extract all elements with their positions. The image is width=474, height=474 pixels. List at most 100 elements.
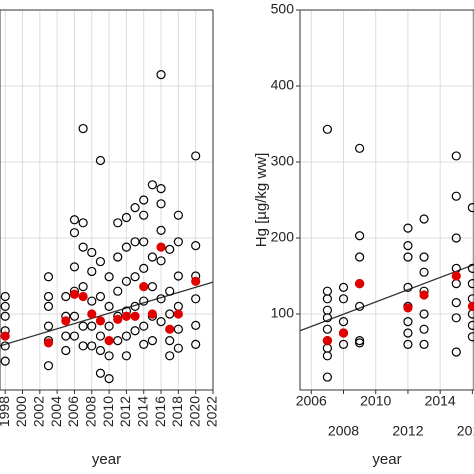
data-point (69, 311, 80, 321)
data-point (355, 231, 365, 241)
data-point (338, 282, 349, 292)
data-point (173, 343, 183, 353)
data-point (139, 296, 149, 306)
data-point (467, 332, 474, 342)
mean-point (173, 309, 183, 319)
data-point (87, 321, 97, 331)
y-axis-title: Hg [µg/kg ww] (253, 153, 270, 248)
data-point (403, 328, 413, 338)
data-point (69, 228, 80, 238)
data-point (156, 317, 166, 327)
data-point (165, 286, 175, 296)
data-point (78, 321, 88, 331)
data-point (165, 351, 175, 361)
mean-point (451, 271, 461, 281)
x-tick-label: 2014 (134, 396, 150, 427)
x-tick-label: 2006 (296, 393, 327, 409)
data-point (355, 301, 365, 311)
x-tick-label: 2010 (100, 396, 116, 427)
data-point (156, 199, 166, 209)
y-tick-label: 300 (271, 153, 295, 169)
y-tick-label: 200 (271, 229, 295, 245)
data-point (147, 282, 157, 292)
mean-point (467, 301, 474, 311)
x-tick-label: 2004 (48, 396, 64, 427)
data-point (87, 247, 97, 258)
data-point (191, 151, 201, 161)
data-point (451, 313, 461, 323)
data-point (165, 244, 175, 254)
data-point (87, 296, 97, 306)
data-point (451, 191, 461, 201)
data-point (139, 339, 149, 349)
data-point (61, 345, 71, 356)
data-point (419, 339, 429, 349)
data-point (69, 262, 80, 272)
data-point (130, 237, 140, 247)
data-point (191, 294, 201, 304)
data-point (121, 242, 132, 252)
data-point (121, 276, 132, 286)
trend-line (299, 263, 474, 332)
mean-point (419, 290, 429, 300)
data-point (78, 341, 88, 351)
data-point (173, 237, 183, 247)
mean-point (139, 282, 149, 292)
data-point (78, 218, 88, 228)
mean-point (338, 328, 349, 338)
data-point (113, 252, 123, 262)
x-tick-label: 2006 (65, 396, 81, 427)
data-point (451, 233, 461, 243)
data-point (451, 151, 461, 161)
mean-point (403, 303, 413, 313)
data-point (355, 143, 365, 153)
data-point (419, 252, 429, 262)
mean-point (322, 336, 332, 346)
data-point (355, 336, 365, 346)
data-point (43, 321, 54, 331)
data-point (467, 203, 474, 213)
data-point (104, 321, 114, 331)
data-point (165, 336, 175, 346)
data-point (43, 291, 54, 302)
data-point (104, 272, 114, 282)
data-point (156, 225, 166, 235)
data-point (113, 218, 123, 228)
data-point (451, 347, 461, 357)
data-point (61, 291, 71, 302)
data-point (113, 336, 123, 346)
data-point (130, 203, 140, 213)
data-point (130, 326, 140, 336)
data-point (104, 351, 114, 361)
mean-point (87, 309, 97, 319)
data-point (69, 215, 80, 225)
x-tick-label: 2014 (425, 393, 456, 409)
data-point (43, 272, 54, 282)
mean-point (355, 279, 365, 289)
x-tick-label: 2002 (31, 396, 47, 427)
data-point (322, 294, 332, 304)
data-point (191, 339, 201, 349)
data-point (419, 309, 429, 319)
data-point (173, 271, 183, 281)
mean-point (69, 289, 80, 299)
data-point (403, 252, 413, 262)
data-point (156, 184, 166, 194)
data-point (322, 372, 332, 382)
mean-point (113, 314, 123, 324)
plot-frame (299, 9, 474, 391)
data-point (338, 317, 349, 327)
data-point (95, 291, 106, 302)
data-point (165, 309, 175, 319)
data-point (191, 320, 201, 330)
plot-area (0, 10, 213, 390)
data-point (156, 256, 166, 266)
x-tick-label: 2016 (152, 396, 168, 427)
x-tick-label: 2010 (360, 393, 391, 409)
data-point (322, 351, 332, 361)
y-tick-label: 400 (271, 77, 295, 93)
data-point (156, 69, 166, 80)
mean-point (61, 316, 71, 326)
mean-point (104, 336, 114, 346)
data-point (338, 294, 349, 304)
